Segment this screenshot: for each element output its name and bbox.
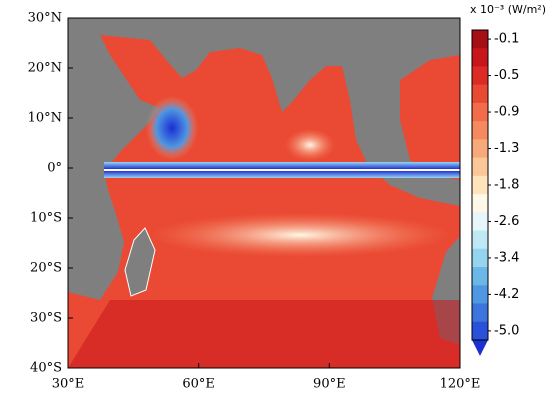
colorbar-band <box>472 157 488 177</box>
colorbar-band <box>472 121 488 140</box>
colorbar-band <box>472 48 488 67</box>
y-tick-label: 20°N <box>28 61 62 76</box>
x-tick-label: 60°E <box>182 377 215 392</box>
y-tick-label: 0° <box>47 161 62 176</box>
colorbar-tick-label: -0.9 <box>494 105 519 120</box>
colorbar-band <box>472 321 488 341</box>
colorbar-tick-label: -4.2 <box>494 287 519 302</box>
colorbar-band <box>472 194 488 213</box>
colorbar-tick-label: -3.4 <box>494 250 519 265</box>
ocean <box>400 55 460 180</box>
colorbar-band <box>472 175 488 195</box>
y-tick-label: 40°S <box>30 361 62 376</box>
y-tick-label: 10°S <box>30 211 62 226</box>
somali-upwelling <box>146 96 198 160</box>
colorbar-band <box>472 84 488 104</box>
frame <box>67 17 461 369</box>
y-tick-label: 30°S <box>30 311 62 326</box>
ocean <box>68 300 460 368</box>
x-tick-label: 30°E <box>52 377 85 392</box>
colorbar-band <box>472 102 488 122</box>
y-tick-label: 10°N <box>28 111 62 126</box>
colorbar-tick-label: -5.0 <box>494 323 519 338</box>
x-tick-label: 90°E <box>313 377 346 392</box>
colorbar-tick-label: -2.6 <box>494 214 519 229</box>
colorbar-band <box>472 248 488 268</box>
y-tick-label: 20°S <box>30 261 62 276</box>
colorbar-band <box>472 230 488 250</box>
pale-band <box>150 213 450 257</box>
colorbar-unit: x 10⁻³ (W/m²) <box>470 3 546 16</box>
colorbar-band <box>472 66 488 86</box>
colorbar-band <box>472 139 488 159</box>
colorbar-band <box>472 30 488 49</box>
colorbar-band <box>472 212 488 232</box>
colorbar-arrow <box>472 340 488 356</box>
colorbar-tick-label: -1.3 <box>494 141 519 156</box>
colorbar-band <box>472 285 488 305</box>
colorbar-band <box>472 303 488 323</box>
colorbar-tick-label: -0.1 <box>494 32 519 47</box>
colorbar-band <box>472 267 488 286</box>
x-tick-label: 120°E <box>440 377 481 392</box>
pale-patch <box>285 129 335 161</box>
map-area <box>68 18 460 368</box>
colorbar-tick-label: -0.5 <box>494 68 519 83</box>
colorbar-tick-label: -1.8 <box>494 178 519 193</box>
y-tick-label: 30°N <box>28 11 62 26</box>
madagascar <box>124 227 156 297</box>
